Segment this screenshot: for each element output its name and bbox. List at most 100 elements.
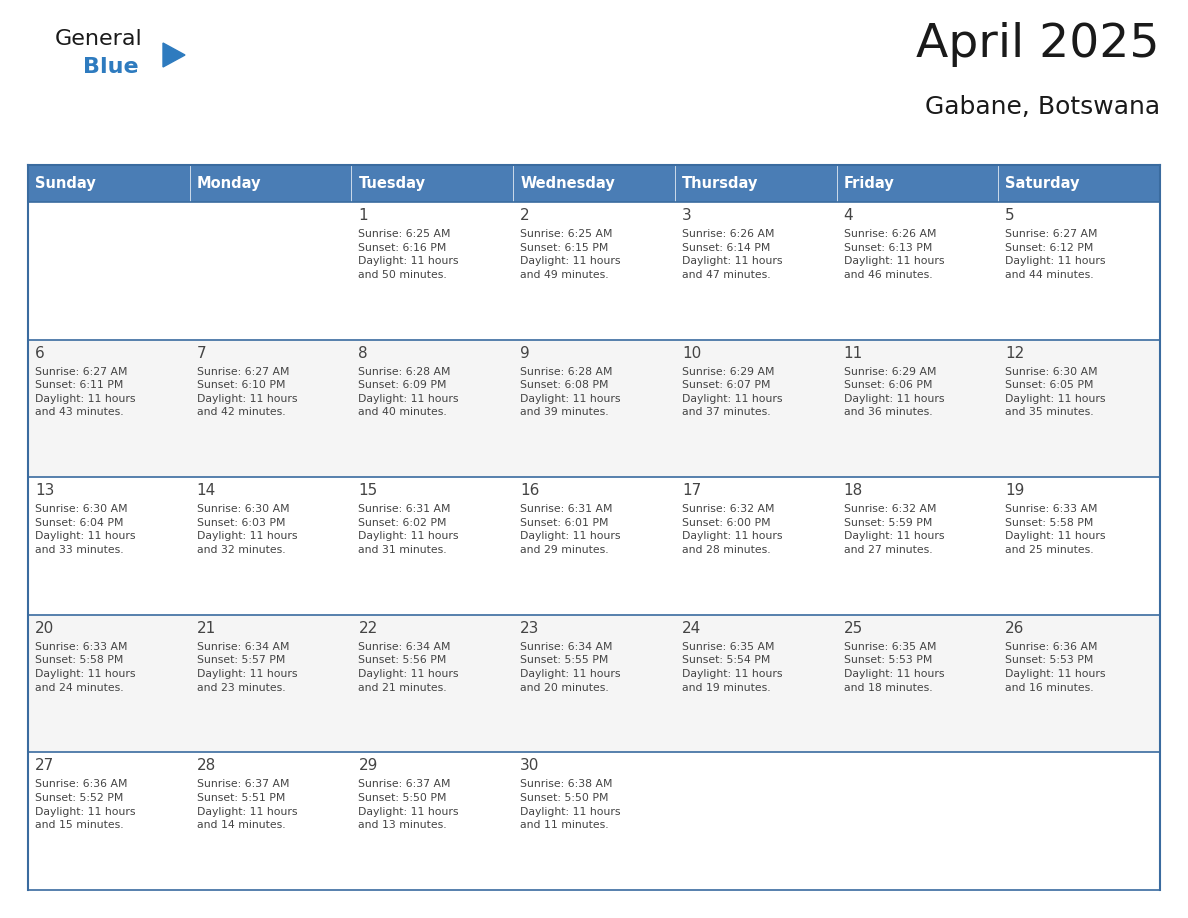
- Text: Tuesday: Tuesday: [359, 176, 425, 191]
- Bar: [29, 477, 190, 615]
- Text: 1: 1: [359, 208, 368, 223]
- Polygon shape: [163, 43, 185, 67]
- Bar: [513, 615, 675, 753]
- Text: 19: 19: [1005, 483, 1025, 498]
- Text: 25: 25: [843, 621, 862, 636]
- Text: 15: 15: [359, 483, 378, 498]
- Text: Sunday: Sunday: [34, 176, 96, 191]
- Text: Gabane, Botswana: Gabane, Botswana: [925, 95, 1159, 119]
- Bar: [675, 477, 836, 615]
- Bar: [29, 340, 190, 477]
- Text: Saturday: Saturday: [1005, 176, 1080, 191]
- Bar: [998, 615, 1159, 753]
- Bar: [836, 340, 998, 477]
- Bar: [998, 202, 1159, 340]
- Text: Sunrise: 6:31 AM
Sunset: 6:02 PM
Daylight: 11 hours
and 31 minutes.: Sunrise: 6:31 AM Sunset: 6:02 PM Dayligh…: [359, 504, 459, 555]
- Text: Sunrise: 6:28 AM
Sunset: 6:09 PM
Daylight: 11 hours
and 40 minutes.: Sunrise: 6:28 AM Sunset: 6:09 PM Dayligh…: [359, 366, 459, 418]
- Bar: [190, 615, 352, 753]
- Text: Blue: Blue: [83, 57, 139, 77]
- Bar: [836, 615, 998, 753]
- Text: Sunrise: 6:25 AM
Sunset: 6:16 PM
Daylight: 11 hours
and 50 minutes.: Sunrise: 6:25 AM Sunset: 6:16 PM Dayligh…: [359, 229, 459, 280]
- Text: 4: 4: [843, 208, 853, 223]
- Bar: [998, 340, 1159, 477]
- Text: 27: 27: [34, 758, 55, 773]
- Bar: [352, 753, 513, 890]
- Text: 28: 28: [197, 758, 216, 773]
- Text: Sunrise: 6:27 AM
Sunset: 6:10 PM
Daylight: 11 hours
and 42 minutes.: Sunrise: 6:27 AM Sunset: 6:10 PM Dayligh…: [197, 366, 297, 418]
- Text: Sunrise: 6:32 AM
Sunset: 5:59 PM
Daylight: 11 hours
and 27 minutes.: Sunrise: 6:32 AM Sunset: 5:59 PM Dayligh…: [843, 504, 944, 555]
- Text: 21: 21: [197, 621, 216, 636]
- Bar: [675, 753, 836, 890]
- Bar: [513, 340, 675, 477]
- Bar: [352, 340, 513, 477]
- Bar: [190, 753, 352, 890]
- Text: Thursday: Thursday: [682, 176, 758, 191]
- Text: 16: 16: [520, 483, 539, 498]
- Text: Sunrise: 6:34 AM
Sunset: 5:56 PM
Daylight: 11 hours
and 21 minutes.: Sunrise: 6:34 AM Sunset: 5:56 PM Dayligh…: [359, 642, 459, 692]
- Text: Sunrise: 6:30 AM
Sunset: 6:05 PM
Daylight: 11 hours
and 35 minutes.: Sunrise: 6:30 AM Sunset: 6:05 PM Dayligh…: [1005, 366, 1106, 418]
- Bar: [190, 202, 352, 340]
- Text: Sunrise: 6:34 AM
Sunset: 5:55 PM
Daylight: 11 hours
and 20 minutes.: Sunrise: 6:34 AM Sunset: 5:55 PM Dayligh…: [520, 642, 620, 692]
- Text: 30: 30: [520, 758, 539, 773]
- Bar: [675, 202, 836, 340]
- Text: Sunrise: 6:36 AM
Sunset: 5:53 PM
Daylight: 11 hours
and 16 minutes.: Sunrise: 6:36 AM Sunset: 5:53 PM Dayligh…: [1005, 642, 1106, 692]
- Bar: [29, 753, 190, 890]
- Bar: [513, 477, 675, 615]
- Bar: [998, 477, 1159, 615]
- Bar: [836, 165, 998, 202]
- Text: 14: 14: [197, 483, 216, 498]
- Text: Sunrise: 6:26 AM
Sunset: 6:13 PM
Daylight: 11 hours
and 46 minutes.: Sunrise: 6:26 AM Sunset: 6:13 PM Dayligh…: [843, 229, 944, 280]
- Text: Sunrise: 6:27 AM
Sunset: 6:11 PM
Daylight: 11 hours
and 43 minutes.: Sunrise: 6:27 AM Sunset: 6:11 PM Dayligh…: [34, 366, 135, 418]
- Text: 3: 3: [682, 208, 691, 223]
- Text: 24: 24: [682, 621, 701, 636]
- Text: Sunrise: 6:26 AM
Sunset: 6:14 PM
Daylight: 11 hours
and 47 minutes.: Sunrise: 6:26 AM Sunset: 6:14 PM Dayligh…: [682, 229, 783, 280]
- Text: 26: 26: [1005, 621, 1025, 636]
- Text: Sunrise: 6:28 AM
Sunset: 6:08 PM
Daylight: 11 hours
and 39 minutes.: Sunrise: 6:28 AM Sunset: 6:08 PM Dayligh…: [520, 366, 620, 418]
- Text: Sunrise: 6:31 AM
Sunset: 6:01 PM
Daylight: 11 hours
and 29 minutes.: Sunrise: 6:31 AM Sunset: 6:01 PM Dayligh…: [520, 504, 620, 555]
- Bar: [190, 477, 352, 615]
- Text: 10: 10: [682, 345, 701, 361]
- Text: 12: 12: [1005, 345, 1024, 361]
- Bar: [675, 165, 836, 202]
- Text: Sunrise: 6:35 AM
Sunset: 5:54 PM
Daylight: 11 hours
and 19 minutes.: Sunrise: 6:35 AM Sunset: 5:54 PM Dayligh…: [682, 642, 783, 692]
- Text: Sunrise: 6:25 AM
Sunset: 6:15 PM
Daylight: 11 hours
and 49 minutes.: Sunrise: 6:25 AM Sunset: 6:15 PM Dayligh…: [520, 229, 620, 280]
- Bar: [352, 477, 513, 615]
- Text: Sunrise: 6:29 AM
Sunset: 6:06 PM
Daylight: 11 hours
and 36 minutes.: Sunrise: 6:29 AM Sunset: 6:06 PM Dayligh…: [843, 366, 944, 418]
- Bar: [29, 202, 190, 340]
- Bar: [513, 165, 675, 202]
- Text: 13: 13: [34, 483, 55, 498]
- Text: Sunrise: 6:38 AM
Sunset: 5:50 PM
Daylight: 11 hours
and 11 minutes.: Sunrise: 6:38 AM Sunset: 5:50 PM Dayligh…: [520, 779, 620, 830]
- Text: 29: 29: [359, 758, 378, 773]
- Bar: [513, 202, 675, 340]
- Text: General: General: [55, 29, 143, 49]
- Text: 18: 18: [843, 483, 862, 498]
- Bar: [190, 340, 352, 477]
- Text: Monday: Monday: [197, 176, 261, 191]
- Text: 5: 5: [1005, 208, 1015, 223]
- Text: 9: 9: [520, 345, 530, 361]
- Text: 2: 2: [520, 208, 530, 223]
- Text: Sunrise: 6:35 AM
Sunset: 5:53 PM
Daylight: 11 hours
and 18 minutes.: Sunrise: 6:35 AM Sunset: 5:53 PM Dayligh…: [843, 642, 944, 692]
- Text: Wednesday: Wednesday: [520, 176, 615, 191]
- Bar: [352, 202, 513, 340]
- Text: 8: 8: [359, 345, 368, 361]
- Bar: [352, 165, 513, 202]
- Text: 7: 7: [197, 345, 207, 361]
- Bar: [29, 165, 190, 202]
- Bar: [675, 615, 836, 753]
- Text: Sunrise: 6:32 AM
Sunset: 6:00 PM
Daylight: 11 hours
and 28 minutes.: Sunrise: 6:32 AM Sunset: 6:00 PM Dayligh…: [682, 504, 783, 555]
- Bar: [29, 615, 190, 753]
- Text: Sunrise: 6:30 AM
Sunset: 6:03 PM
Daylight: 11 hours
and 32 minutes.: Sunrise: 6:30 AM Sunset: 6:03 PM Dayligh…: [197, 504, 297, 555]
- Bar: [836, 477, 998, 615]
- Bar: [836, 202, 998, 340]
- Text: Sunrise: 6:33 AM
Sunset: 5:58 PM
Daylight: 11 hours
and 24 minutes.: Sunrise: 6:33 AM Sunset: 5:58 PM Dayligh…: [34, 642, 135, 692]
- Bar: [675, 340, 836, 477]
- Bar: [998, 165, 1159, 202]
- Text: Sunrise: 6:34 AM
Sunset: 5:57 PM
Daylight: 11 hours
and 23 minutes.: Sunrise: 6:34 AM Sunset: 5:57 PM Dayligh…: [197, 642, 297, 692]
- Text: 17: 17: [682, 483, 701, 498]
- Bar: [836, 753, 998, 890]
- Text: Sunrise: 6:30 AM
Sunset: 6:04 PM
Daylight: 11 hours
and 33 minutes.: Sunrise: 6:30 AM Sunset: 6:04 PM Dayligh…: [34, 504, 135, 555]
- Text: Sunrise: 6:33 AM
Sunset: 5:58 PM
Daylight: 11 hours
and 25 minutes.: Sunrise: 6:33 AM Sunset: 5:58 PM Dayligh…: [1005, 504, 1106, 555]
- Bar: [190, 165, 352, 202]
- Text: Sunrise: 6:37 AM
Sunset: 5:50 PM
Daylight: 11 hours
and 13 minutes.: Sunrise: 6:37 AM Sunset: 5:50 PM Dayligh…: [359, 779, 459, 830]
